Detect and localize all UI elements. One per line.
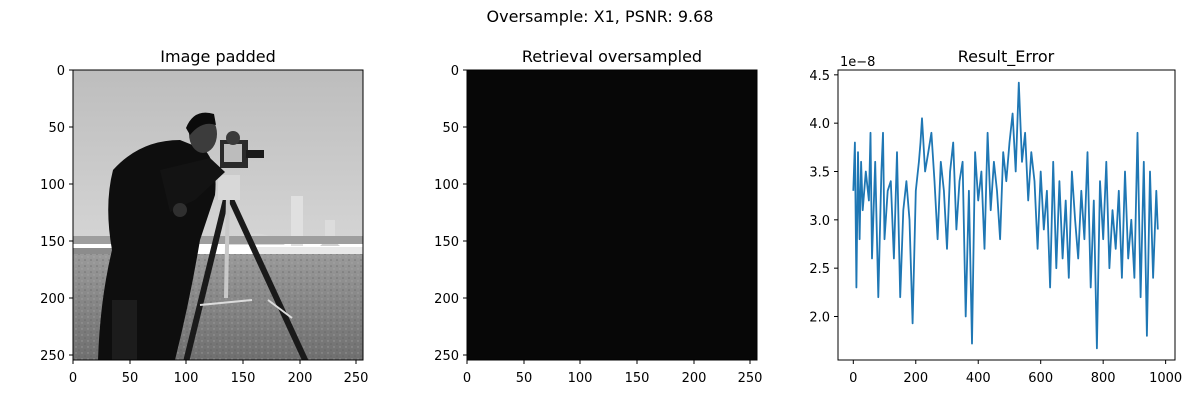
x-tick-label: 150 bbox=[625, 371, 650, 386]
y-tick-label: 3.5 bbox=[809, 166, 830, 181]
y-tick-label: 50 bbox=[48, 121, 65, 136]
x-tick-label: 250 bbox=[344, 371, 369, 386]
x-tick-label: 150 bbox=[231, 371, 256, 386]
y-tick-label: 250 bbox=[40, 349, 65, 364]
x-tick-label: 200 bbox=[288, 371, 313, 386]
y-tick-label: 50 bbox=[442, 121, 459, 136]
y-axis-ticks-panel3: 2.0 2.5 3.0 3.5 4.0 4.5 bbox=[809, 69, 838, 326]
x-axis-ticks-panel1: 0 50 100 150 200 250 bbox=[69, 360, 369, 386]
panel-title-retrieval: Retrieval oversampled bbox=[522, 47, 702, 66]
y-tick-label: 150 bbox=[434, 235, 459, 250]
x-tick-label: 600 bbox=[1028, 371, 1053, 386]
y-offset-text: 1e−8 bbox=[840, 55, 875, 70]
figure-suptitle: Oversample: X1, PSNR: 9.68 bbox=[487, 7, 714, 26]
retrieval-image bbox=[467, 70, 757, 360]
x-tick-label: 200 bbox=[903, 371, 928, 386]
x-tick-label: 1000 bbox=[1149, 371, 1182, 386]
y-tick-label: 4.0 bbox=[809, 117, 830, 132]
y-tick-label: 200 bbox=[40, 292, 65, 307]
result-error-series-line bbox=[852, 81, 1159, 350]
y-tick-label: 100 bbox=[434, 178, 459, 193]
x-tick-label: 0 bbox=[69, 371, 77, 386]
y-tick-label: 2.0 bbox=[809, 311, 830, 326]
x-tick-label: 50 bbox=[516, 371, 533, 386]
y-tick-label: 150 bbox=[40, 235, 65, 250]
y-tick-label: 0 bbox=[57, 64, 65, 79]
panel-image-padded: Image padded bbox=[40, 47, 368, 386]
cameraman-image bbox=[73, 70, 363, 360]
y-tick-label: 200 bbox=[434, 292, 459, 307]
y-axis-ticks-panel2: 0 50 100 150 200 250 bbox=[434, 64, 467, 364]
x-tick-label: 0 bbox=[463, 371, 471, 386]
panel-title-image-padded: Image padded bbox=[160, 47, 275, 66]
y-tick-label: 250 bbox=[434, 349, 459, 364]
panel-retrieval-oversampled: Retrieval oversampled 0 50 100 150 200 2… bbox=[434, 47, 762, 386]
x-tick-label: 250 bbox=[738, 371, 763, 386]
panel-result-error: Result_Error 1e−8 0 200 400 600 800 1000 2.02… bbox=[809, 47, 1182, 386]
y-tick-label: 2.5 bbox=[809, 262, 830, 277]
x-tick-label: 800 bbox=[1091, 371, 1116, 386]
x-tick-label: 100 bbox=[568, 371, 593, 386]
x-axis-ticks-panel3: 0 200 400 600 800 1000 bbox=[849, 360, 1182, 386]
y-tick-label: 4.5 bbox=[809, 69, 830, 84]
y-tick-label: 100 bbox=[40, 178, 65, 193]
x-axis-ticks-panel2: 0 50 100 150 200 250 bbox=[463, 360, 763, 386]
x-tick-label: 50 bbox=[122, 371, 139, 386]
y-axis-ticks-panel1: 0 50 100 150 200 250 bbox=[40, 64, 73, 364]
panel-title-result-error: Result_Error bbox=[958, 47, 1055, 67]
x-tick-label: 0 bbox=[849, 371, 857, 386]
x-tick-label: 200 bbox=[682, 371, 707, 386]
x-tick-label: 400 bbox=[966, 371, 991, 386]
x-tick-label: 100 bbox=[174, 371, 199, 386]
y-tick-label: 3.0 bbox=[809, 214, 830, 229]
y-tick-label: 0 bbox=[451, 64, 459, 79]
